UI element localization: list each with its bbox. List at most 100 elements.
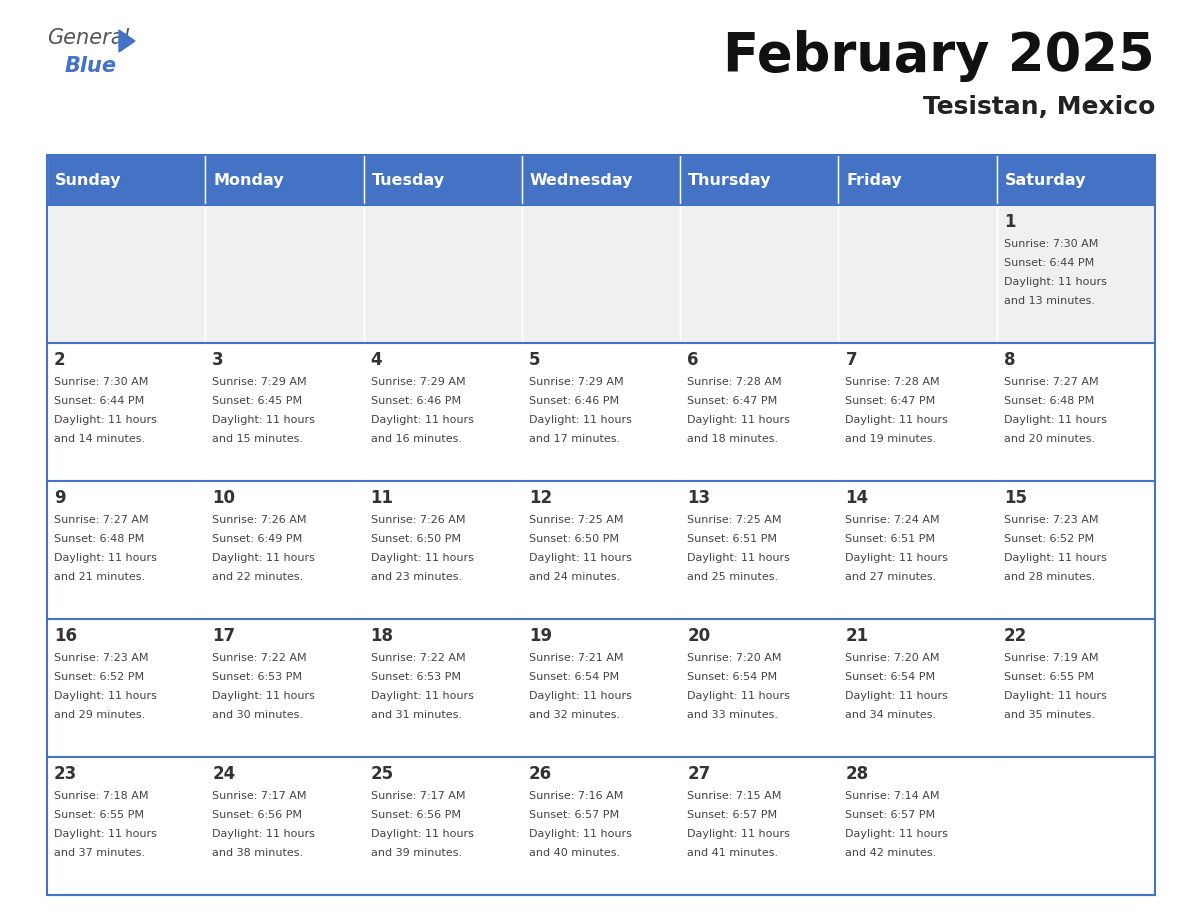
Text: 10: 10 bbox=[213, 489, 235, 507]
Text: Daylight: 11 hours: Daylight: 11 hours bbox=[687, 691, 790, 701]
Text: 26: 26 bbox=[529, 765, 552, 783]
Bar bbox=[206, 757, 364, 895]
Text: and 38 minutes.: and 38 minutes. bbox=[213, 848, 303, 858]
Text: and 30 minutes.: and 30 minutes. bbox=[213, 710, 303, 720]
Bar bbox=[522, 619, 681, 757]
Text: and 14 minutes.: and 14 minutes. bbox=[53, 434, 145, 444]
Text: 14: 14 bbox=[846, 489, 868, 507]
Bar bbox=[522, 343, 681, 481]
Text: Sunset: 6:56 PM: Sunset: 6:56 PM bbox=[213, 810, 302, 820]
Text: 2: 2 bbox=[53, 351, 65, 369]
Text: Sunset: 6:54 PM: Sunset: 6:54 PM bbox=[687, 672, 777, 682]
Text: Sunset: 6:54 PM: Sunset: 6:54 PM bbox=[846, 672, 936, 682]
Text: and 27 minutes.: and 27 minutes. bbox=[846, 572, 936, 582]
Text: Sunset: 6:51 PM: Sunset: 6:51 PM bbox=[687, 534, 777, 544]
Text: Sunrise: 7:29 AM: Sunrise: 7:29 AM bbox=[213, 377, 307, 387]
Text: Daylight: 11 hours: Daylight: 11 hours bbox=[687, 415, 790, 425]
Bar bbox=[681, 619, 839, 757]
Text: Daylight: 11 hours: Daylight: 11 hours bbox=[371, 553, 474, 563]
Bar bbox=[681, 757, 839, 895]
Text: Daylight: 11 hours: Daylight: 11 hours bbox=[213, 829, 315, 839]
Bar bbox=[364, 619, 522, 757]
Text: Sunrise: 7:20 AM: Sunrise: 7:20 AM bbox=[687, 653, 782, 663]
Text: Sunrise: 7:22 AM: Sunrise: 7:22 AM bbox=[371, 653, 466, 663]
Text: 8: 8 bbox=[1004, 351, 1016, 369]
Text: Daylight: 11 hours: Daylight: 11 hours bbox=[529, 829, 632, 839]
Text: Sunset: 6:49 PM: Sunset: 6:49 PM bbox=[213, 534, 303, 544]
Text: Sunset: 6:50 PM: Sunset: 6:50 PM bbox=[371, 534, 461, 544]
Bar bbox=[681, 155, 839, 205]
Bar bbox=[364, 757, 522, 895]
Text: 21: 21 bbox=[846, 627, 868, 645]
Text: and 18 minutes.: and 18 minutes. bbox=[687, 434, 778, 444]
Text: Sunrise: 7:27 AM: Sunrise: 7:27 AM bbox=[1004, 377, 1099, 387]
Text: and 23 minutes.: and 23 minutes. bbox=[371, 572, 462, 582]
Text: Sunset: 6:48 PM: Sunset: 6:48 PM bbox=[53, 534, 144, 544]
Text: Sunrise: 7:16 AM: Sunrise: 7:16 AM bbox=[529, 791, 624, 801]
Text: and 34 minutes.: and 34 minutes. bbox=[846, 710, 936, 720]
Text: Sunset: 6:52 PM: Sunset: 6:52 PM bbox=[1004, 534, 1094, 544]
Text: Monday: Monday bbox=[214, 173, 284, 187]
Text: 18: 18 bbox=[371, 627, 393, 645]
Text: Tesistan, Mexico: Tesistan, Mexico bbox=[923, 95, 1155, 119]
Text: and 19 minutes.: and 19 minutes. bbox=[846, 434, 936, 444]
Text: Sunrise: 7:19 AM: Sunrise: 7:19 AM bbox=[1004, 653, 1098, 663]
Text: Sunset: 6:44 PM: Sunset: 6:44 PM bbox=[1004, 258, 1094, 268]
Bar bbox=[48, 155, 206, 205]
Text: Daylight: 11 hours: Daylight: 11 hours bbox=[213, 415, 315, 425]
Bar bbox=[839, 343, 997, 481]
Text: Daylight: 11 hours: Daylight: 11 hours bbox=[1004, 553, 1106, 563]
Bar bbox=[681, 205, 839, 343]
Text: and 28 minutes.: and 28 minutes. bbox=[1004, 572, 1095, 582]
Bar bbox=[839, 155, 997, 205]
Text: and 17 minutes.: and 17 minutes. bbox=[529, 434, 620, 444]
Text: and 29 minutes.: and 29 minutes. bbox=[53, 710, 145, 720]
Text: Sunrise: 7:25 AM: Sunrise: 7:25 AM bbox=[529, 515, 624, 525]
Text: Daylight: 11 hours: Daylight: 11 hours bbox=[53, 691, 157, 701]
Text: Sunrise: 7:30 AM: Sunrise: 7:30 AM bbox=[1004, 239, 1098, 249]
Text: Sunset: 6:56 PM: Sunset: 6:56 PM bbox=[371, 810, 461, 820]
Text: 24: 24 bbox=[213, 765, 235, 783]
Text: 1: 1 bbox=[1004, 213, 1016, 231]
Text: Sunset: 6:48 PM: Sunset: 6:48 PM bbox=[1004, 396, 1094, 406]
Bar bbox=[522, 155, 681, 205]
Text: Saturday: Saturday bbox=[1005, 173, 1086, 187]
Text: Sunset: 6:50 PM: Sunset: 6:50 PM bbox=[529, 534, 619, 544]
Text: and 35 minutes.: and 35 minutes. bbox=[1004, 710, 1094, 720]
Text: Sunset: 6:55 PM: Sunset: 6:55 PM bbox=[53, 810, 144, 820]
Text: and 40 minutes.: and 40 minutes. bbox=[529, 848, 620, 858]
Text: and 16 minutes.: and 16 minutes. bbox=[371, 434, 462, 444]
Text: Thursday: Thursday bbox=[688, 173, 772, 187]
Text: and 33 minutes.: and 33 minutes. bbox=[687, 710, 778, 720]
Text: Sunrise: 7:21 AM: Sunrise: 7:21 AM bbox=[529, 653, 624, 663]
Bar bbox=[206, 205, 364, 343]
Bar bbox=[522, 205, 681, 343]
Text: 13: 13 bbox=[687, 489, 710, 507]
Bar bbox=[522, 757, 681, 895]
Text: Sunrise: 7:28 AM: Sunrise: 7:28 AM bbox=[846, 377, 940, 387]
Text: and 15 minutes.: and 15 minutes. bbox=[213, 434, 303, 444]
Bar bbox=[839, 757, 997, 895]
Bar bbox=[48, 205, 206, 343]
Text: Sunrise: 7:25 AM: Sunrise: 7:25 AM bbox=[687, 515, 782, 525]
Bar bbox=[364, 343, 522, 481]
Text: Sunset: 6:53 PM: Sunset: 6:53 PM bbox=[213, 672, 302, 682]
Text: 7: 7 bbox=[846, 351, 857, 369]
Text: Daylight: 11 hours: Daylight: 11 hours bbox=[846, 553, 948, 563]
Text: 15: 15 bbox=[1004, 489, 1026, 507]
Bar bbox=[997, 155, 1155, 205]
Text: 20: 20 bbox=[687, 627, 710, 645]
Bar bbox=[997, 205, 1155, 343]
Text: Daylight: 11 hours: Daylight: 11 hours bbox=[846, 691, 948, 701]
Text: Tuesday: Tuesday bbox=[372, 173, 444, 187]
Text: Sunrise: 7:17 AM: Sunrise: 7:17 AM bbox=[213, 791, 307, 801]
Text: Sunrise: 7:29 AM: Sunrise: 7:29 AM bbox=[371, 377, 466, 387]
Text: 25: 25 bbox=[371, 765, 393, 783]
Text: Sunrise: 7:30 AM: Sunrise: 7:30 AM bbox=[53, 377, 148, 387]
Text: Sunset: 6:57 PM: Sunset: 6:57 PM bbox=[687, 810, 777, 820]
Text: Daylight: 11 hours: Daylight: 11 hours bbox=[371, 691, 474, 701]
Text: Sunrise: 7:29 AM: Sunrise: 7:29 AM bbox=[529, 377, 624, 387]
Text: and 21 minutes.: and 21 minutes. bbox=[53, 572, 145, 582]
Text: Daylight: 11 hours: Daylight: 11 hours bbox=[53, 415, 157, 425]
Bar bbox=[206, 481, 364, 619]
